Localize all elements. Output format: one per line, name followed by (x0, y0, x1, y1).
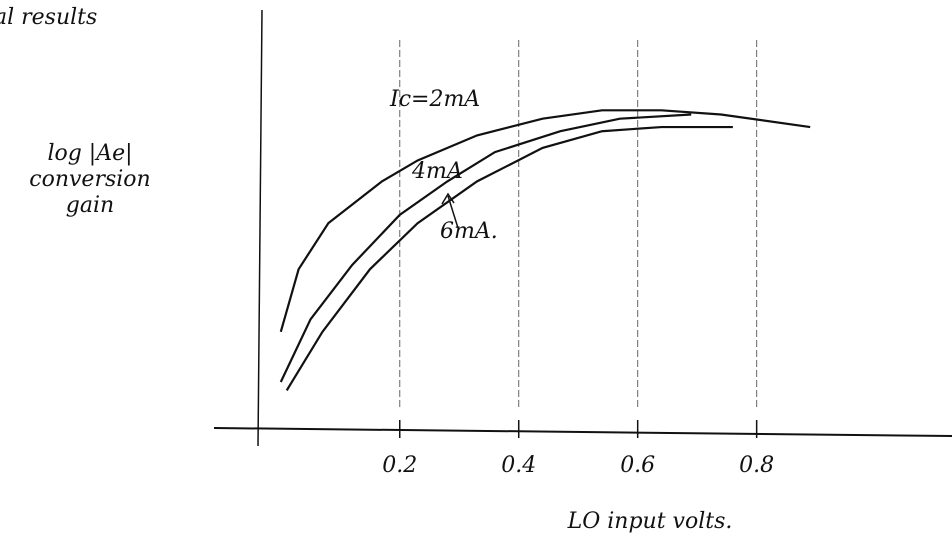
chart-title: al results (0, 5, 97, 30)
data-line (285, 125, 733, 391)
annotation-arrow (447, 195, 459, 229)
x-tick-label: 0.8 (739, 453, 774, 478)
y-axis-label: log |Ae| conversion gain (29, 141, 150, 218)
data-line (279, 113, 692, 383)
x-axis-label: LO input volts. (567, 509, 733, 534)
series-label: Ic=2mA (389, 87, 480, 112)
x-tick-label: 0.6 (620, 453, 655, 478)
x-tick-label: 0.2 (382, 453, 417, 478)
series-label: 6mA. (440, 219, 498, 244)
data-line (279, 109, 811, 333)
annotation-arrowhead (441, 192, 455, 205)
x-tick-label: 0.4 (501, 453, 536, 478)
y-axis (257, 9, 263, 447)
x-axis (213, 427, 952, 437)
y-label-text: log |Ae| conversion gain (29, 141, 150, 218)
series-label: 4mA (411, 159, 463, 184)
